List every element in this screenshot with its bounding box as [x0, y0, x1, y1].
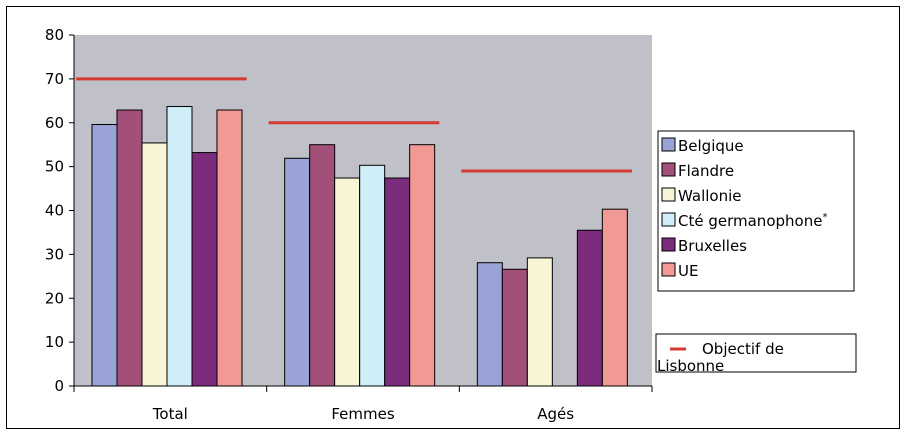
y-ticks-group: 0 10 20 30 40 50 60 70 80: [45, 26, 74, 395]
bar-flandre-total: [116, 109, 143, 387]
bar-bruxelles-femmes: [384, 177, 411, 387]
target-legend-label-line1: Objectif de: [702, 340, 784, 358]
bar-wallonie-femmes: [334, 177, 361, 387]
y-tick-label-10: 10: [45, 333, 64, 351]
legend-label-flandre: Flandre: [678, 162, 734, 180]
legend-swatch-bruxelles: [661, 237, 676, 252]
legend-swatch-belgique: [661, 137, 676, 152]
target-legend: Objectif de Lisbonne: [655, 333, 857, 375]
legend-swatch-ue: [661, 262, 676, 277]
bars-group: [91, 106, 628, 387]
bar-bruxelles-total: [191, 152, 218, 387]
legend: Belgique Flandre Wallonie Cté germanophone*…: [657, 130, 855, 292]
y-tick-label-0: 0: [54, 377, 64, 395]
bar-ue-femmes: [409, 144, 436, 387]
legend-label-bruxelles: Bruxelles: [678, 237, 747, 255]
bar-cte-germanophone-femmes: [359, 164, 386, 387]
bar-flandre-ages: [501, 268, 528, 387]
x-tick-label-ages: Agés: [537, 405, 574, 423]
bar-ue-total: [216, 109, 243, 387]
y-tick-label-30: 30: [45, 245, 64, 263]
target-legend-box: [655, 333, 857, 373]
legend-label-cte-germanophone: Cté germanophone*: [678, 212, 827, 230]
y-tick-label-40: 40: [45, 202, 64, 220]
y-tick-label-20: 20: [45, 289, 64, 307]
target-lines-group: [76, 77, 632, 173]
target-legend-label-line2: Lisbonne: [657, 357, 724, 375]
x-tick-label-femmes: Femmes: [331, 405, 394, 423]
bar-bruxelles-ages: [576, 229, 603, 387]
bar-wallonie-ages: [526, 257, 553, 387]
legend-label-wallonie: Wallonie: [678, 187, 741, 205]
bar-ue-ages: [601, 208, 628, 387]
bar-wallonie-total: [141, 142, 168, 387]
bar-flandre-femmes: [309, 144, 336, 387]
bar-belgique-ages: [476, 262, 503, 387]
legend-box: [657, 130, 855, 292]
legend-label-belgique: Belgique: [678, 137, 744, 155]
legend-label-suffix: *: [822, 212, 827, 223]
y-tick-label-60: 60: [45, 114, 64, 132]
y-tick-label-50: 50: [45, 158, 64, 176]
legend-swatch-flandre: [661, 162, 676, 177]
bar-cte-germanophone-total: [166, 106, 193, 387]
legend-swatch-cte-germanophone: [661, 212, 676, 227]
x-tick-label-total: Total: [152, 405, 188, 423]
y-tick-label-80: 80: [45, 26, 64, 44]
y-tick-label-70: 70: [45, 70, 64, 88]
bar-belgique-femmes: [284, 157, 311, 387]
legend-swatch-wallonie: [661, 187, 676, 202]
x-ticks-group: Total Femmes Agés: [73, 386, 653, 423]
bar-belgique-total: [91, 124, 118, 387]
legend-label-ue: UE: [678, 262, 698, 280]
